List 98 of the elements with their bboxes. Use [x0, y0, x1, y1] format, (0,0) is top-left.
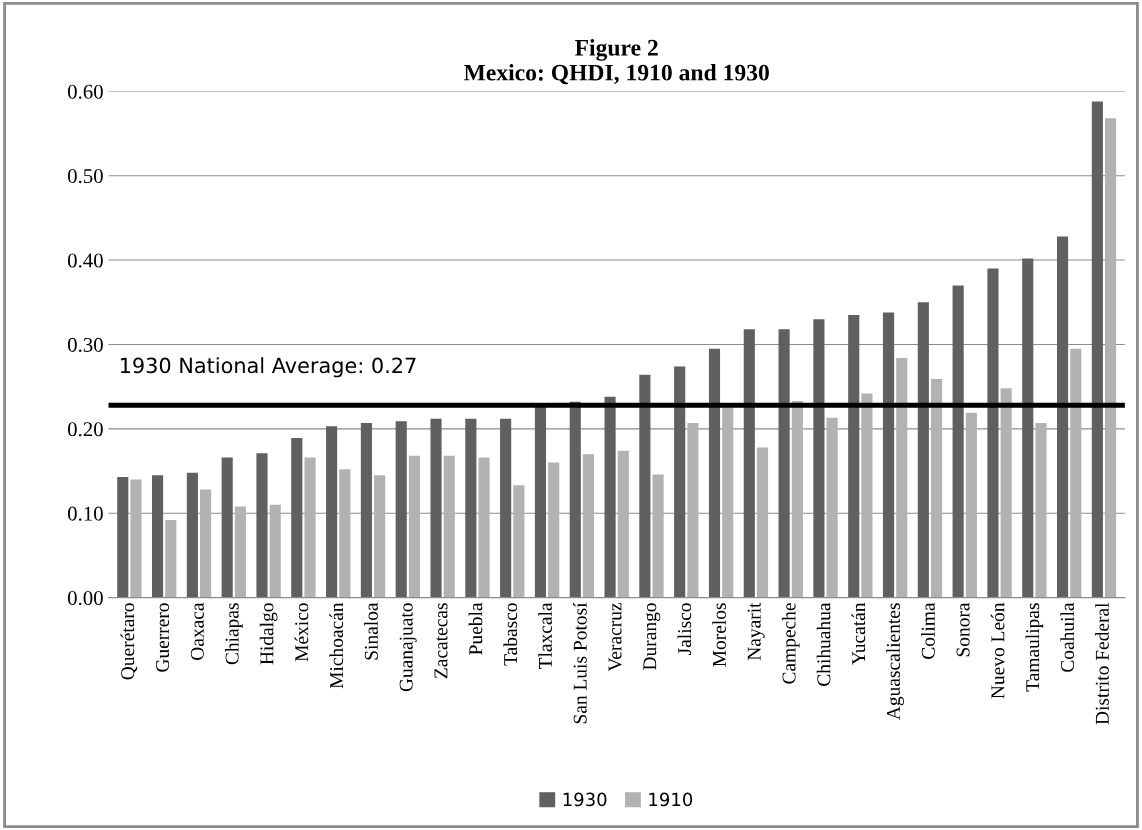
- bar: [1091, 101, 1103, 598]
- bar: [1022, 258, 1034, 598]
- bar: [1000, 388, 1012, 598]
- bar: [708, 348, 721, 598]
- bar: [882, 312, 895, 598]
- bar: [1105, 118, 1117, 598]
- y-tick-label: 0.10: [67, 506, 103, 521]
- x-tick-label: Campeche: [781, 603, 800, 684]
- y-tick-label: 0.00: [67, 590, 103, 606]
- bar: [478, 457, 490, 598]
- x-tick-label: Guanajuato: [399, 603, 417, 692]
- x-tick-label: Oaxaca: [190, 602, 204, 660]
- x-tick-label: Hidalgo: [259, 603, 278, 665]
- y-tick-label: 0.20: [67, 422, 103, 437]
- bar: [234, 506, 246, 598]
- x-tick-label: Chiapas: [224, 603, 243, 665]
- x-tick-label: Querétaro: [120, 603, 138, 680]
- x-tick-label: Chihuahua: [816, 602, 831, 686]
- x-tick-label: Sinaloa: [364, 602, 378, 660]
- bar: [848, 314, 860, 598]
- bar: [743, 329, 755, 598]
- bar: [534, 405, 547, 598]
- bar: [513, 485, 525, 598]
- x-tick-label: Guerrero: [155, 603, 170, 672]
- bar: [582, 454, 595, 598]
- bar: [256, 453, 268, 598]
- bar: [1057, 236, 1069, 598]
- bar: [917, 302, 929, 598]
- bar: [687, 422, 699, 598]
- bar: [569, 401, 581, 598]
- bar: [339, 469, 351, 598]
- bar: [652, 474, 664, 598]
- x-tick-label: Morelos: [712, 603, 726, 667]
- bar: [952, 285, 964, 598]
- x-tick-label: Puebla: [468, 602, 483, 655]
- x-tick-label: Tlaxcala: [538, 602, 552, 670]
- x-tick-label: Nuevo León: [990, 602, 1005, 699]
- x-tick-label: México: [294, 603, 309, 662]
- x-tick-label: Michoacán: [329, 602, 344, 689]
- x-tick-label: Yucatán: [851, 602, 866, 665]
- bar: [722, 406, 734, 598]
- bar: [408, 455, 421, 598]
- bar: [930, 379, 943, 598]
- bar: [374, 475, 386, 598]
- bar: [813, 319, 825, 598]
- bar: [896, 357, 908, 598]
- bar: [443, 455, 455, 598]
- x-tick-label: Zacatecas: [434, 603, 448, 679]
- x-tick-label: Jalisco: [677, 603, 692, 655]
- bar: [130, 479, 142, 598]
- bar: [200, 489, 212, 598]
- bar: [778, 329, 790, 598]
- bar: [1035, 422, 1047, 598]
- bar: [604, 396, 616, 598]
- bar: [1070, 348, 1082, 598]
- x-tick-label: Colima: [921, 602, 935, 659]
- y-tick-label: 0.50: [67, 169, 103, 184]
- bar: [269, 504, 281, 598]
- x-tick-label: Tabasco: [503, 603, 518, 666]
- x-tick-label: Durango: [643, 603, 661, 670]
- bar: [165, 519, 177, 598]
- bar: [360, 422, 372, 598]
- bar: [395, 421, 407, 598]
- x-tick-label: Nayarit: [747, 602, 765, 661]
- bar: [987, 268, 999, 598]
- bar: [965, 412, 977, 598]
- legend-label: 1930: [563, 792, 607, 807]
- y-tick-label: 0.40: [67, 253, 103, 268]
- bar: [756, 447, 769, 598]
- y-tick-label: 0.60: [67, 84, 103, 99]
- bar: [186, 472, 198, 598]
- bar: [326, 426, 338, 598]
- bar: [291, 438, 303, 598]
- x-tick-label: Tamaulipas: [1025, 603, 1044, 692]
- bar: [430, 418, 442, 598]
- chart-title: Figure 2 Mexico: QHDI, 1910 and 1930: [463, 39, 769, 85]
- x-tick-label: Aguascalientes: [886, 603, 904, 720]
- bar: [617, 450, 629, 598]
- x-tick-label: San Luis Potosí: [573, 602, 587, 724]
- bar: [221, 457, 233, 598]
- bar: [465, 418, 477, 598]
- x-tick-label: Coahuila: [1060, 602, 1075, 672]
- bar: [674, 366, 686, 598]
- bar: [639, 374, 651, 598]
- x-tick-label: Distrito Federal: [1095, 602, 1109, 725]
- annotation: 1930 National Average: 0.27: [120, 357, 416, 378]
- x-tick-label: Veracruz: [608, 603, 622, 672]
- legend-label: 1910: [649, 792, 693, 807]
- x-tick-label: Sonora: [956, 602, 970, 657]
- bar: [500, 418, 512, 598]
- bar: [791, 400, 803, 598]
- bar: [861, 393, 873, 598]
- bar: [548, 462, 560, 598]
- bar: [152, 475, 164, 598]
- y-tick-label: 0.30: [67, 337, 103, 352]
- bar: [304, 457, 316, 598]
- bar: [117, 476, 129, 598]
- bar: [826, 417, 838, 598]
